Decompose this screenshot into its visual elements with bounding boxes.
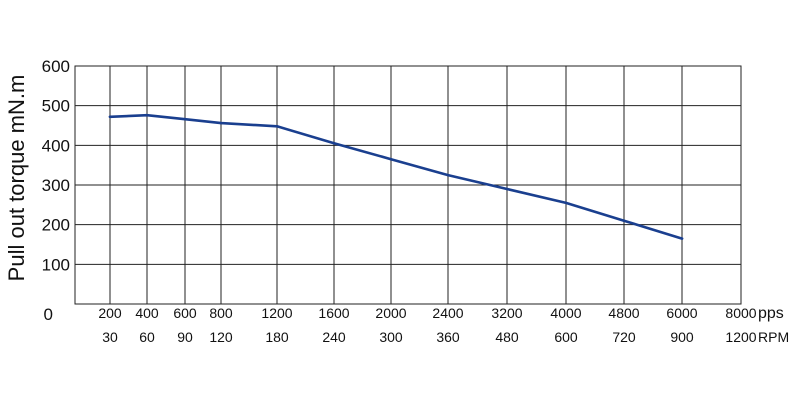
x-unit-pps: pps	[758, 305, 784, 322]
x-tick-label-pps: 6000	[666, 305, 697, 321]
x-tick-label-pps: 3200	[491, 305, 522, 321]
data-point	[108, 115, 112, 119]
data-point	[622, 219, 626, 222]
x-tick-label-rpm: 240	[322, 329, 346, 345]
y-tick-label: 0	[44, 305, 53, 324]
x-tick-label-pps: 2400	[432, 305, 463, 321]
x-tick-label-pps: 800	[209, 305, 233, 321]
data-point	[183, 117, 187, 121]
x-tick-label-rpm: 90	[177, 329, 193, 345]
data-point	[680, 237, 684, 240]
data-point	[275, 124, 279, 128]
x-tick-label-rpm: 300	[379, 329, 403, 345]
data-point	[389, 157, 393, 161]
x-unit-rpm: RPM	[758, 329, 789, 345]
x-tick-labels: 200 400 600 800 1200 1600 2000 2400 3200 4000 4800…	[98, 305, 789, 345]
grid	[74, 65, 742, 305]
data-point	[332, 142, 336, 145]
y-axis-label: Pull out torque mN.m	[4, 75, 29, 282]
x-tick-label-rpm: 600	[554, 329, 578, 345]
data-point	[219, 121, 223, 125]
data-point	[145, 113, 149, 117]
y-tick-labels: 0 100 200 300 400 500 600	[42, 57, 70, 324]
x-tick-label-rpm: 180	[265, 329, 289, 345]
y-tick-label: 300	[42, 176, 70, 195]
x-tick-label-rpm: 30	[102, 329, 118, 345]
x-tick-label-pps: 4000	[550, 305, 581, 321]
x-tick-label-pps: 200	[98, 305, 122, 321]
x-tick-label-pps: 1600	[318, 305, 349, 321]
series-layer	[108, 113, 684, 240]
x-tick-label-pps: 8000	[725, 305, 756, 321]
y-tick-label: 200	[42, 216, 70, 235]
x-tick-label-rpm: 120	[209, 329, 233, 345]
x-tick-label-rpm: 360	[436, 329, 460, 345]
x-tick-label-rpm: 60	[139, 329, 155, 345]
y-tick-label: 400	[42, 136, 70, 155]
x-tick-label-pps: 600	[173, 305, 197, 321]
series-line	[108, 113, 684, 240]
data-point	[505, 187, 509, 191]
y-tick-label: 600	[42, 57, 70, 76]
y-tick-label: 500	[42, 97, 70, 116]
x-tick-label-pps: 400	[135, 305, 159, 321]
x-tick-label-rpm: 900	[670, 329, 694, 345]
data-point	[564, 201, 568, 205]
x-tick-label-rpm: 480	[495, 329, 519, 345]
x-tick-label-pps: 1200	[261, 305, 292, 321]
x-tick-label-rpm: 1200	[725, 329, 756, 345]
x-tick-label-pps: 2000	[375, 305, 406, 321]
data-point	[446, 173, 450, 177]
y-tick-label: 100	[42, 255, 70, 274]
x-tick-label-rpm: 720	[612, 329, 636, 345]
x-tick-label-pps: 4800	[608, 305, 639, 321]
